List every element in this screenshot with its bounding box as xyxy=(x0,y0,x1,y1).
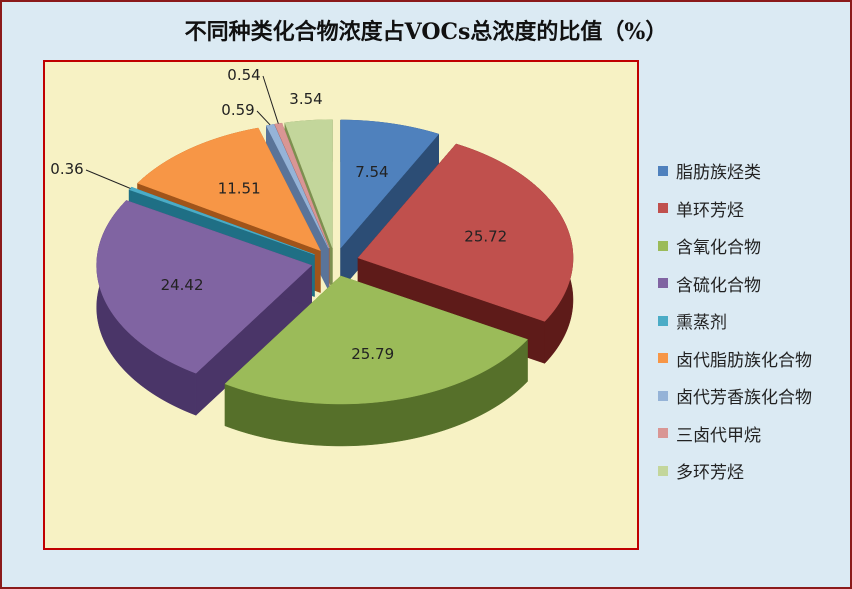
legend-item: 单环芳烃 xyxy=(658,190,812,228)
legend-swatch xyxy=(658,240,668,251)
legend-swatch xyxy=(658,165,668,176)
legend-item: 卤代芳香族化合物 xyxy=(658,377,812,415)
legend-item: 多环芳烃 xyxy=(658,452,812,490)
pie-slice xyxy=(137,127,321,252)
pie-slice xyxy=(224,275,528,405)
pie-slice xyxy=(284,119,333,248)
legend-label: 单环芳烃 xyxy=(676,200,744,221)
legend-swatch xyxy=(658,428,668,439)
legend-label: 三卤代甲烷 xyxy=(676,425,761,446)
legend-label: 脂肪族烃类 xyxy=(676,163,761,184)
data-label: 25.79 xyxy=(351,345,394,363)
legend: 脂肪族烃类单环芳烃含氧化合物含硫化合物熏蒸剂卤代脂肪族化合物 卤代芳香族化合物 三卤… xyxy=(658,152,812,490)
legend-label: 含氧化合物 xyxy=(676,238,761,259)
legend-item: 卤代脂肪族化合物 xyxy=(658,340,812,378)
data-label: 0.36 xyxy=(50,160,83,178)
legend-swatch xyxy=(658,315,668,326)
legend-item: 含氧化合物 xyxy=(658,227,812,265)
data-label: 11.51 xyxy=(218,180,261,198)
legend-swatch xyxy=(658,390,668,401)
legend-label: 卤代脂肪族化合物 xyxy=(676,350,812,371)
legend-item: 熏蒸剂 xyxy=(658,302,812,340)
legend-label: 多环芳烃 xyxy=(676,463,744,484)
data-label: 3.54 xyxy=(289,90,322,108)
legend-label: 卤代芳香族化合物 xyxy=(676,388,812,409)
leader-line xyxy=(85,169,131,189)
data-label: 0.59 xyxy=(221,101,254,119)
legend-item: 脂肪族烃类 xyxy=(658,152,812,190)
pie-slice xyxy=(96,200,313,374)
leader-line xyxy=(256,110,271,126)
data-label: 24.42 xyxy=(161,276,204,294)
data-label: 7.54 xyxy=(355,163,388,181)
data-label: 25.72 xyxy=(464,227,507,245)
legend-swatch xyxy=(658,353,668,364)
legend-label: 含硫化合物 xyxy=(676,275,761,296)
legend-item: 三卤代甲烷 xyxy=(658,415,812,453)
data-label: 0.54 xyxy=(227,66,260,84)
legend-swatch xyxy=(658,203,668,214)
legend-swatch xyxy=(658,465,668,476)
pie-slice xyxy=(340,119,440,249)
legend-swatch xyxy=(658,278,668,289)
pie-slice xyxy=(357,143,574,322)
chart-title: 不同种类化合物浓度占VOCs总浓度的比值（%） xyxy=(184,19,668,45)
legend-item: 含硫化合物 xyxy=(658,265,812,303)
leader-line xyxy=(262,75,279,124)
legend-label: 熏蒸剂 xyxy=(676,313,727,334)
